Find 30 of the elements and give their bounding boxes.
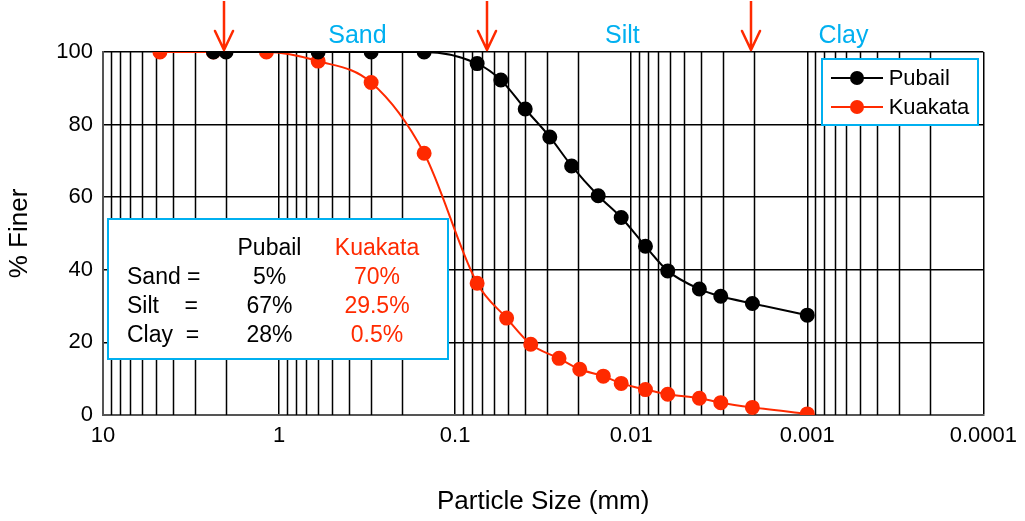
y-axis-title: % Finer [2,188,33,279]
text: Sand [328,20,387,48]
annotation: 28% [245,321,294,348]
annotation: Clay = [127,321,201,348]
text: Silt [605,20,640,48]
annotation: 67% [245,292,294,319]
x-tick-label: 0.001 [779,422,835,448]
x-tick-label: 0.1 [439,422,471,448]
annotation: 29.5% [343,292,411,319]
annotation: 0.5% [349,321,405,348]
y-tick-label: 80 [68,110,93,136]
annotation: 5% [251,263,288,290]
x-axis-title: Particle Size (mm) [437,484,650,515]
x-tick-label: 0.0001 [949,422,1017,448]
y-tick-label: 40 [68,255,93,281]
annotation: Silt = [127,292,199,319]
legend-label: Kuakata [888,93,970,120]
text: Clay [818,20,869,48]
y-tick-label: 0 [80,401,93,427]
y-tick-label: 100 [56,38,93,64]
x-tick-label: 0.01 [609,422,653,448]
annotation: Sand = [127,263,202,290]
y-tick-label: 20 [68,328,93,354]
annotation: Kuakata [333,234,421,261]
x-tick-label: 10 [90,422,116,448]
annotation: Pubail [236,234,303,261]
y-tick-label: 60 [68,183,93,209]
annotation: 70% [352,263,401,290]
x-tick-label: 1 [272,422,286,448]
legend-label: Pubail [888,64,950,91]
